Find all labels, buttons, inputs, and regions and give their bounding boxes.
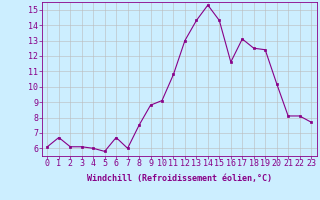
X-axis label: Windchill (Refroidissement éolien,°C): Windchill (Refroidissement éolien,°C) [87, 174, 272, 183]
